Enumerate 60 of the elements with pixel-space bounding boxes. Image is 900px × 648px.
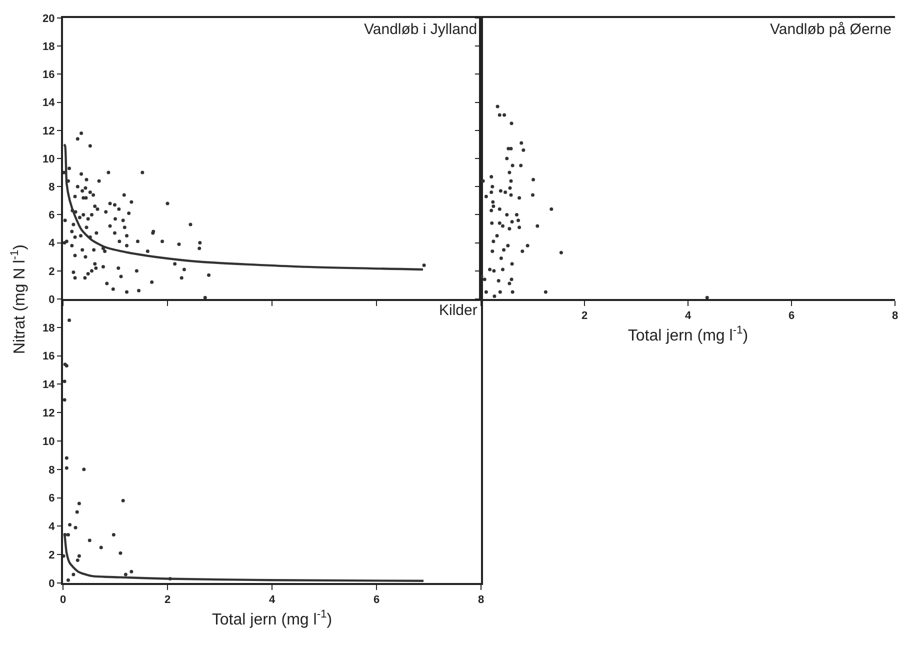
y-tick-label: 8: [48, 181, 55, 194]
x-tick-label: 4: [684, 310, 692, 322]
x-tick-label: 2: [581, 310, 588, 322]
x-tick-label: 8: [478, 594, 484, 606]
y-tick-label: 18: [42, 40, 55, 53]
point: [66, 578, 70, 582]
y-tick-label: 2: [48, 549, 55, 562]
point: [118, 551, 122, 555]
y-tick-label: 14: [42, 97, 56, 110]
point: [68, 523, 72, 527]
point: [124, 572, 128, 576]
point: [77, 554, 81, 558]
y-tick-label: 6: [48, 210, 55, 222]
chart-title: Vandløb på Øerne: [770, 21, 892, 38]
y-tick-label: 12: [42, 125, 55, 138]
point: [130, 570, 134, 574]
y-tick-label: 4: [48, 238, 56, 250]
y-tick-label: 20: [42, 12, 55, 25]
y-tick-label: 0: [48, 578, 55, 590]
y-tick-label: 0: [48, 294, 55, 306]
x-axis-title: Total jern (mg l$^{-1}$): [212, 608, 332, 628]
point: [77, 502, 81, 506]
x-tick-label: 0: [60, 594, 66, 606]
point: [76, 558, 80, 562]
point: [66, 532, 70, 536]
point: [168, 576, 172, 580]
chart-title: Kilder: [439, 302, 478, 319]
point: [99, 546, 103, 550]
y-tick-label: 2: [48, 266, 55, 278]
point: [63, 532, 67, 536]
y-tick-label: 18: [42, 322, 55, 334]
y-tick-label: 14: [42, 379, 56, 392]
point: [63, 380, 66, 384]
point: [64, 456, 68, 460]
y-tick-label: 10: [42, 436, 55, 448]
x-axis-title: Total jern (mg l$^{-1}$): [628, 324, 748, 344]
point: [121, 498, 125, 502]
x-tick-label: 4: [268, 594, 276, 606]
line-series: [63, 143, 424, 271]
x-tick-label: 8: [892, 310, 898, 322]
point: [112, 532, 116, 536]
y-tick-label: 8: [48, 464, 55, 476]
y-tick-label: 10: [42, 153, 55, 166]
y-tick-label: 16: [42, 350, 55, 363]
chart-title: Vandløb i Jylland: [364, 21, 478, 38]
point: [82, 468, 86, 472]
x-tick-label: 2: [164, 594, 171, 606]
x-tick-label: 6: [788, 310, 795, 322]
point: [88, 538, 92, 542]
point: [72, 572, 76, 576]
y-tick-label: 4: [48, 521, 56, 534]
y-tick-label: 6: [48, 492, 55, 505]
x-tick-label: 6: [373, 594, 380, 606]
y-tick-label: 12: [42, 407, 55, 420]
point: [63, 398, 66, 402]
point: [64, 466, 68, 470]
point: [75, 510, 79, 514]
point: [74, 526, 78, 530]
point: [68, 318, 72, 322]
y-tick-label: 16: [42, 69, 55, 82]
